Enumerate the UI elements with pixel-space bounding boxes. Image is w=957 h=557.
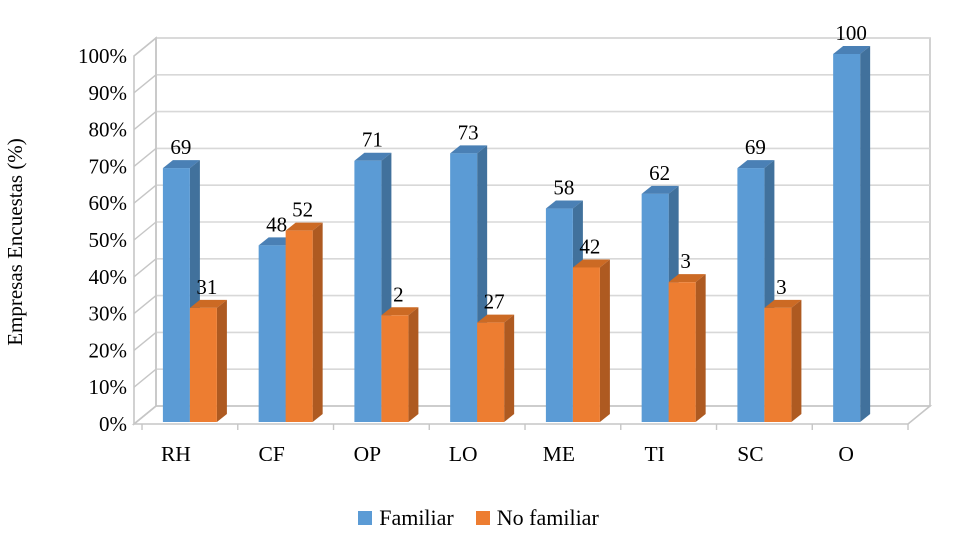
data-label-familiar-CF: 48 xyxy=(266,212,287,236)
category-label-CF: CF xyxy=(258,442,284,466)
data-label-no-familiar-TI: 3 xyxy=(680,249,691,273)
chart-floor xyxy=(131,405,933,425)
category-label-LO: LO xyxy=(449,442,478,466)
legend-item-familiar: Familiar xyxy=(358,505,454,531)
y-tick-label-50%: 50% xyxy=(89,228,128,252)
bar-top-familiar-O xyxy=(833,46,871,54)
bar-familiar-O xyxy=(833,54,861,422)
bar-top-familiar-ME xyxy=(545,200,583,209)
bar-top-familiar-LO xyxy=(450,145,488,154)
legend-label-familiar: Familiar xyxy=(379,505,454,530)
bar-side-no-familiar-CF xyxy=(312,222,323,422)
y-tick-label-70%: 70% xyxy=(89,154,128,178)
data-label-familiar-SC: 69 xyxy=(745,135,766,159)
bar-side-no-familiar-LO xyxy=(504,314,515,422)
category-label-O: O xyxy=(838,442,854,466)
bar-familiar-TI xyxy=(641,193,669,422)
y-tick-line-100 xyxy=(133,37,157,57)
bar-no-familiar-ME xyxy=(572,267,600,422)
bar-side-no-familiar-OP xyxy=(408,307,419,422)
data-label-no-familiar-LO: 27 xyxy=(484,290,505,314)
data-label-familiar-ME: 58 xyxy=(553,176,574,200)
category-label-RH: RH xyxy=(161,442,191,466)
category-label-ME: ME xyxy=(543,442,575,466)
bar-side-no-familiar-TI xyxy=(695,274,706,422)
bar-side-no-familiar-SC xyxy=(791,299,802,422)
bar-top-familiar-TI xyxy=(641,185,679,194)
y-tick-line-10 xyxy=(133,368,157,388)
y-tick-label-60%: 60% xyxy=(89,191,128,215)
y-tick-line-90 xyxy=(133,74,157,94)
y-axis-title: Empresas Encuestas (%) xyxy=(3,138,27,346)
bar-no-familiar-TI xyxy=(668,282,696,422)
bar-no-familiar-RH xyxy=(189,307,217,422)
category-label-TI: TI xyxy=(645,442,665,466)
bar-familiar-OP xyxy=(354,160,382,422)
y-tick-label-90%: 90% xyxy=(89,81,128,105)
data-label-no-familiar-CF: 52 xyxy=(292,198,313,222)
bar-familiar-SC xyxy=(737,168,765,422)
y-tick-label-10%: 10% xyxy=(89,375,128,399)
y-tick-line-20 xyxy=(133,331,157,351)
bar-no-familiar-SC xyxy=(764,307,792,422)
category-label-SC: SC xyxy=(737,442,763,466)
bar-no-familiar-LO xyxy=(477,322,505,422)
data-label-familiar-LO: 73 xyxy=(458,120,479,144)
bar-top-no-familiar-SC xyxy=(764,299,802,308)
bar-side-no-familiar-RH xyxy=(216,299,227,422)
bar-familiar-LO xyxy=(450,153,478,423)
data-label-no-familiar-SC: 3 xyxy=(776,275,787,299)
bar-side-no-familiar-ME xyxy=(599,259,610,422)
y-tick-label-0%: 0% xyxy=(99,412,127,436)
bar-no-familiar-CF xyxy=(285,230,313,422)
data-label-no-familiar-OP: 2 xyxy=(393,282,404,306)
data-label-familiar-OP: 71 xyxy=(362,128,383,152)
legend-swatch-familiar xyxy=(358,511,373,525)
legend-item-no-familiar: No familiar xyxy=(475,505,599,531)
bar-top-no-familiar-TI xyxy=(668,274,706,283)
y-tick-label-30%: 30% xyxy=(89,302,128,326)
data-label-no-familiar-RH: 31 xyxy=(196,275,217,299)
y-tick-line-80 xyxy=(133,111,157,131)
bar-side-familiar-O xyxy=(860,46,871,422)
y-tick-line-30 xyxy=(133,295,157,315)
chart-legend: Familiar No familiar xyxy=(0,505,957,531)
y-tick-label-40%: 40% xyxy=(89,265,128,289)
legend-label-no-familiar: No familiar xyxy=(496,505,599,530)
data-label-familiar-O: 100 xyxy=(835,21,867,45)
data-label-familiar-RH: 69 xyxy=(170,135,191,159)
y-tick-line-50 xyxy=(133,221,157,241)
bar-familiar-ME xyxy=(545,208,573,422)
y-tick-label-100%: 100% xyxy=(78,44,127,68)
y-tick-line-40 xyxy=(133,258,157,278)
y-tick-label-80%: 80% xyxy=(89,118,128,142)
bar-top-no-familiar-CF xyxy=(285,222,323,231)
bar-top-no-familiar-RH xyxy=(189,299,227,308)
bar-familiar-CF xyxy=(258,245,286,422)
bar-top-familiar-OP xyxy=(354,152,392,161)
bar-familiar-RH xyxy=(162,168,190,422)
bar-top-no-familiar-OP xyxy=(381,307,419,316)
data-label-no-familiar-ME: 42 xyxy=(579,234,600,258)
category-label-OP: OP xyxy=(354,442,382,466)
data-label-familiar-TI: 62 xyxy=(649,161,670,185)
y-tick-label-20%: 20% xyxy=(89,338,128,362)
y-tick-line-60 xyxy=(133,184,157,204)
bar-top-no-familiar-LO xyxy=(477,314,515,323)
bar-top-familiar-SC xyxy=(737,160,775,169)
y-tick-line-70 xyxy=(133,147,157,167)
bar-no-familiar-OP xyxy=(381,315,409,422)
legend-swatch-no-familiar xyxy=(475,511,490,525)
bar-top-familiar-RH xyxy=(162,160,200,169)
bar-top-no-familiar-ME xyxy=(572,259,610,268)
